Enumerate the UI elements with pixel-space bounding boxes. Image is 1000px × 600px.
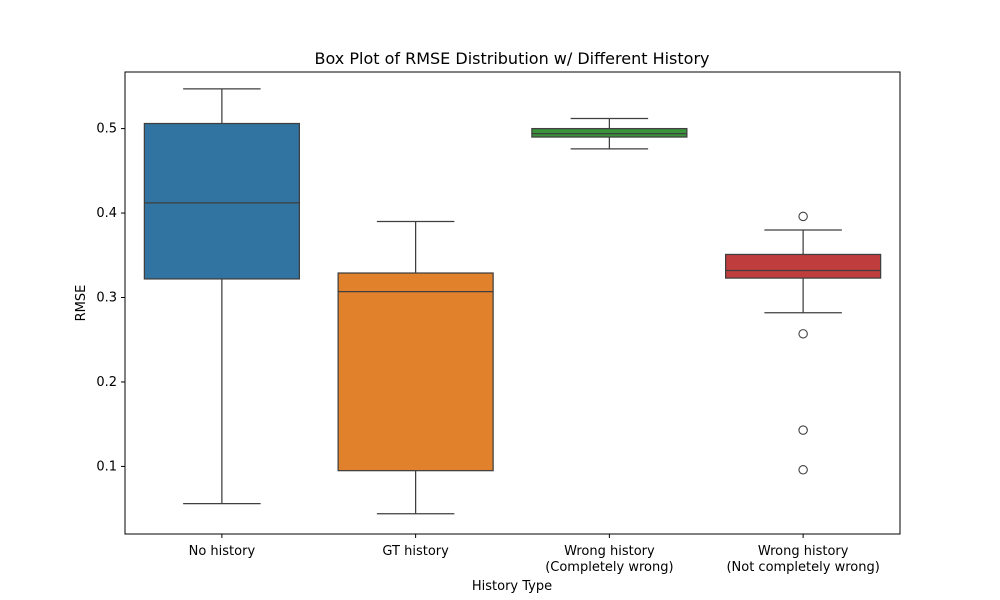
outlier-point-0 bbox=[798, 211, 808, 222]
boxes-layer bbox=[143, 88, 882, 515]
x-tick-label-0-0: No history bbox=[189, 544, 256, 559]
x-tick-label-2-1: (Completely wrong) bbox=[545, 560, 673, 575]
box-group-0 bbox=[143, 88, 300, 505]
box-iqr bbox=[337, 272, 494, 472]
outlier-point-3 bbox=[798, 465, 808, 475]
x-axis-label: History Type bbox=[472, 579, 552, 594]
y-tick-label-4: 0.5 bbox=[96, 122, 117, 137]
x-tick-label-3-0: Wrong history bbox=[758, 544, 849, 559]
x-tick-label-1-0: GT history bbox=[382, 544, 449, 559]
box-group-3 bbox=[725, 211, 882, 475]
box-iqr bbox=[531, 127, 688, 138]
box-iqr bbox=[725, 253, 882, 279]
y-tick-label-3: 0.4 bbox=[96, 206, 117, 221]
box-group-1 bbox=[337, 220, 494, 515]
y-axis: 0.1 0.2 0.3 0.4 0.5 bbox=[96, 122, 125, 474]
y-tick-label-0: 0.1 bbox=[96, 459, 117, 474]
box-group-2 bbox=[531, 117, 688, 150]
x-tick-label-3-1: (Not completely wrong) bbox=[726, 560, 879, 575]
plot-area bbox=[124, 71, 901, 535]
chart-title: Box Plot of RMSE Distribution w/ Differe… bbox=[315, 49, 710, 68]
box-iqr bbox=[143, 122, 300, 280]
outlier-point-2 bbox=[798, 425, 808, 435]
x-tick-label-2-0: Wrong history bbox=[564, 544, 655, 559]
y-tick-label-2: 0.3 bbox=[96, 291, 117, 306]
y-tick-label-1: 0.2 bbox=[96, 375, 117, 390]
y-axis-label: RMSE bbox=[74, 285, 89, 322]
x-axis: No history GT history Wrong history(Comple… bbox=[189, 534, 880, 575]
outlier-point-1 bbox=[798, 329, 808, 339]
